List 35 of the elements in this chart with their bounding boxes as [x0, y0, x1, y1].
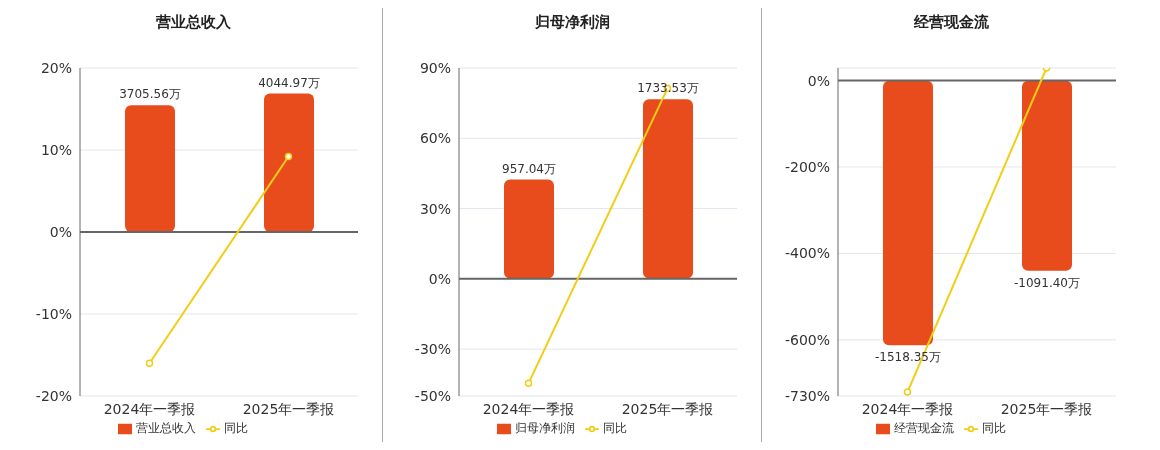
y-tick-label: 0%: [807, 72, 830, 89]
x-tick-label: 2025年一季报: [621, 400, 714, 417]
legend-label: 营业总收入: [136, 421, 196, 435]
legend-label: 同比: [603, 421, 627, 435]
y-tick-label: -730%: [784, 387, 830, 404]
y-tick-label: 20%: [40, 59, 72, 76]
x-tick-label: 2025年一季报: [242, 400, 335, 417]
data-label: -1091.40万: [1014, 275, 1080, 290]
y-tick-label: -400%: [784, 245, 830, 262]
y-tick-label: 0%: [49, 223, 72, 240]
y-tick-label: -20%: [35, 387, 72, 404]
x-tick-label: 2024年一季报: [103, 400, 196, 417]
data-label: 4044.97万: [258, 75, 320, 90]
y-tick-label: 0%: [428, 270, 451, 287]
legend-label: 经营现金流: [894, 421, 954, 435]
y-tick-label: -30%: [414, 341, 451, 358]
chart-title: 经营现金流: [913, 12, 989, 33]
data-label: 3705.56万: [119, 87, 181, 102]
legend-label: 归母净利润: [515, 421, 575, 435]
x-tick-label: 2024年一季报: [482, 400, 575, 417]
y-tick-label: -10%: [35, 305, 72, 322]
y-tick-label: 90%: [419, 59, 451, 76]
data-label: 957.04万: [502, 161, 556, 176]
y-tick-label: 10%: [40, 141, 72, 158]
y-tick-label: -50%: [414, 387, 451, 404]
chart-title: 营业总收入: [155, 12, 231, 33]
y-tick-label: -600%: [784, 331, 830, 348]
x-tick-label: 2024年一季报: [861, 400, 954, 417]
y-tick-label: 60%: [419, 130, 451, 147]
x-tick-label: 2025年一季报: [1000, 400, 1093, 417]
y-tick-label: 30%: [419, 200, 451, 217]
legend-label: 同比: [224, 421, 248, 435]
y-tick-label: -200%: [784, 158, 830, 175]
legend-label: 同比: [982, 421, 1006, 435]
chart-title: 归母净利润: [534, 12, 610, 33]
